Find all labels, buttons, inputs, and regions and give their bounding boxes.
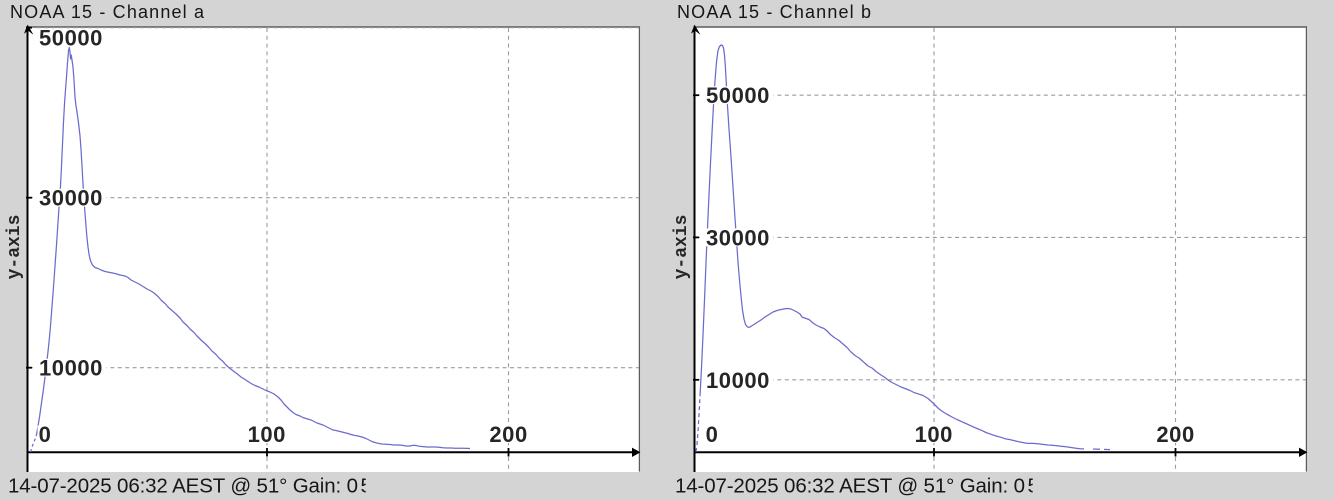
svg-text:NOAA 15 - Channel a: NOAA 15 - Channel a — [10, 2, 205, 22]
svg-text:y-axis: y-axis — [672, 215, 692, 280]
svg-text:0: 0 — [39, 422, 52, 447]
svg-text:100: 100 — [248, 422, 286, 447]
svg-text:100: 100 — [915, 422, 953, 447]
svg-text:5: 5 — [361, 475, 372, 498]
svg-text:14-07-2025 06:32 AEST @ 51° Ga: 14-07-2025 06:32 AEST @ 51° Gain: 0 — [675, 475, 1025, 498]
svg-text:5: 5 — [1028, 475, 1039, 498]
svg-text:14-07-2025 06:32 AEST @ 51° Ga: 14-07-2025 06:32 AEST @ 51° Gain: 0 — [8, 475, 358, 498]
svg-text:10000: 10000 — [706, 368, 770, 393]
svg-text:0: 0 — [706, 422, 719, 447]
svg-text:50000: 50000 — [39, 26, 103, 51]
svg-text:30000: 30000 — [706, 225, 770, 250]
svg-text:10000: 10000 — [39, 356, 103, 381]
svg-text:y-axis: y-axis — [5, 215, 25, 280]
svg-text:50000: 50000 — [706, 83, 770, 108]
svg-text:200: 200 — [1156, 422, 1194, 447]
svg-text:30000: 30000 — [39, 186, 103, 211]
svg-text:200: 200 — [489, 422, 527, 447]
svg-text:NOAA 15 - Channel b: NOAA 15 - Channel b — [677, 2, 871, 22]
